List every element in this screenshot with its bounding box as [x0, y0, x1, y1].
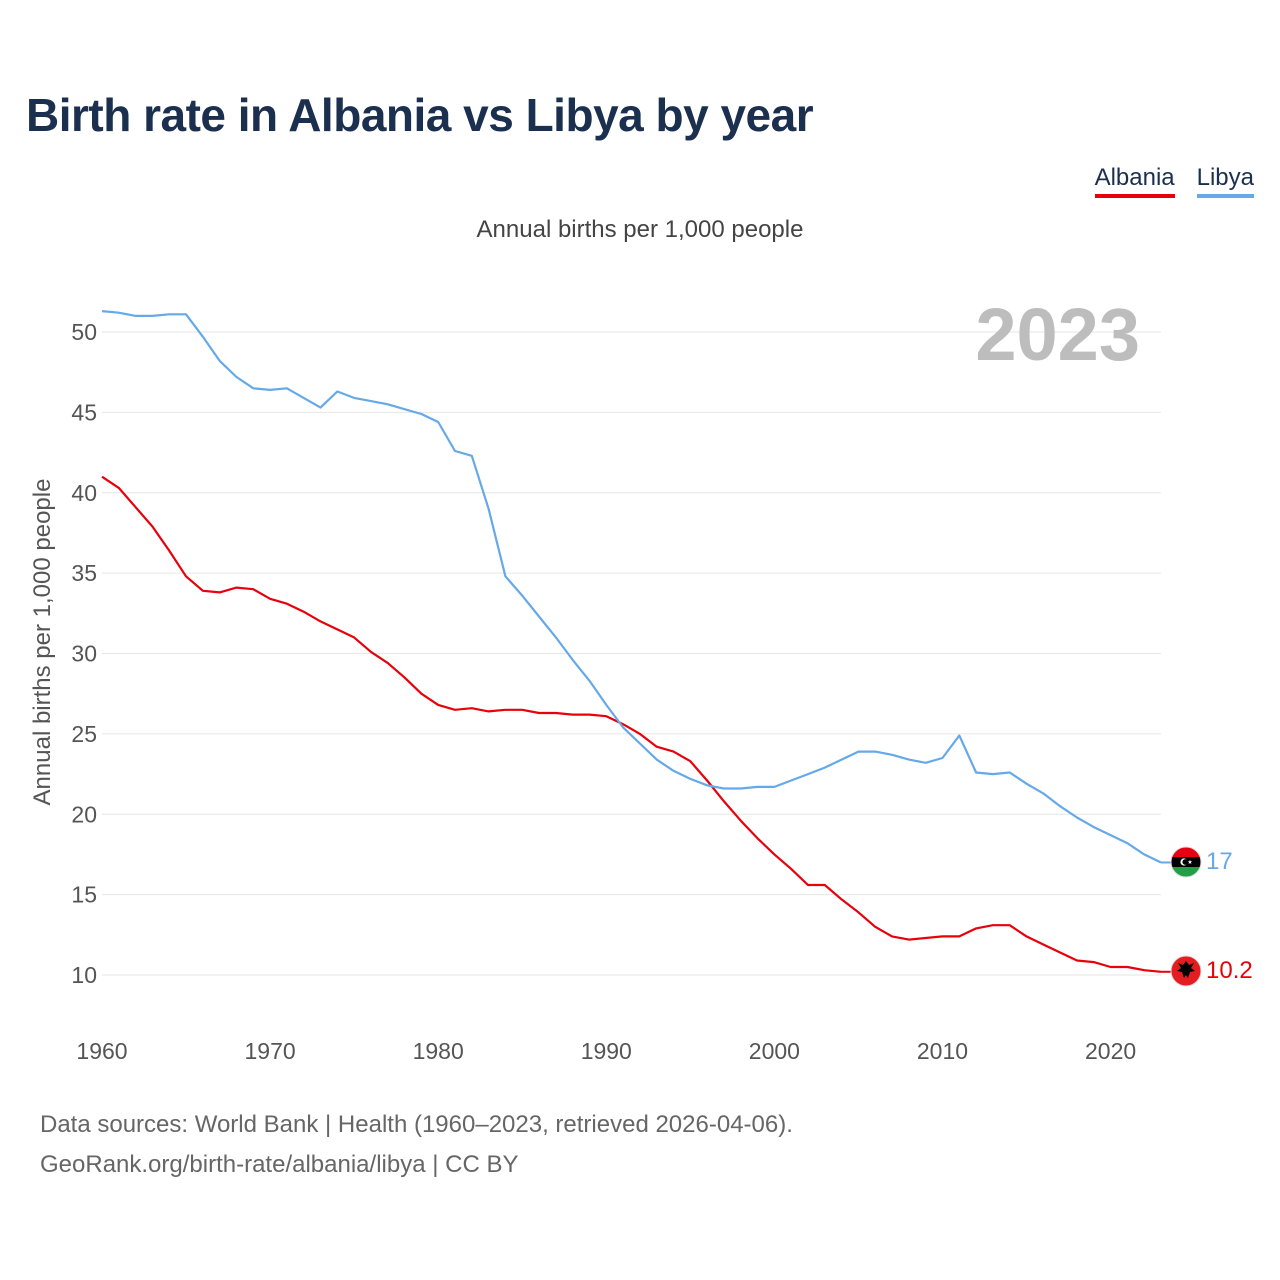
legend-item-libya[interactable]: Libya: [1196, 164, 1254, 198]
y-tick-label: 35: [71, 560, 97, 586]
x-tick-label: 1990: [581, 1038, 632, 1064]
x-tick-label: 1960: [76, 1038, 127, 1064]
chart-title: Birth rate in Albania vs Libya by year: [26, 89, 814, 141]
series-line-libya[interactable]: [101, 310, 1162, 864]
y-tick-label: 40: [71, 480, 97, 506]
y-tick-label: 10: [71, 962, 97, 988]
x-tick-label: 1980: [413, 1038, 464, 1064]
line-chart: 10 15 20 25 30 35 40 45 50 1960 1970 1980 1990 2000 2…: [29, 293, 1253, 1064]
albania-flag-icon: [1170, 955, 1202, 987]
legend: Albania Libya: [1094, 164, 1254, 198]
y-tick-label: 15: [71, 882, 97, 908]
year-watermark: 2023: [975, 293, 1140, 376]
libya-flag-icon: [1170, 846, 1202, 878]
series-line-albania[interactable]: [101, 475, 1162, 973]
source-note: Data sources: World Bank | Health (1960–…: [40, 1105, 793, 1185]
y-tick-label: 25: [71, 721, 97, 747]
source-line-1: Data sources: World Bank | Health (1960–…: [40, 1111, 793, 1138]
y-tick-label: 50: [71, 319, 97, 345]
source-line-2[interactable]: GeoRank.org/birth-rate/albania/libya | C…: [40, 1151, 519, 1178]
x-tick-label: 2000: [749, 1038, 800, 1064]
chart-subtitle: Annual births per 1,000 people: [476, 216, 804, 243]
legend-item-albania[interactable]: Albania: [1094, 164, 1175, 198]
albania-end-value: 10.2: [1206, 957, 1253, 984]
x-tick-label: 1970: [245, 1038, 296, 1064]
libya-end-value: 17: [1206, 848, 1233, 875]
x-tick-label: 2010: [917, 1038, 968, 1064]
y-axis-title: Annual births per 1,000 people: [29, 479, 56, 806]
y-tick-label: 20: [71, 801, 97, 827]
y-tick-label: 30: [71, 641, 97, 667]
x-tick-label: 2020: [1085, 1038, 1136, 1064]
y-tick-label: 45: [71, 399, 97, 425]
